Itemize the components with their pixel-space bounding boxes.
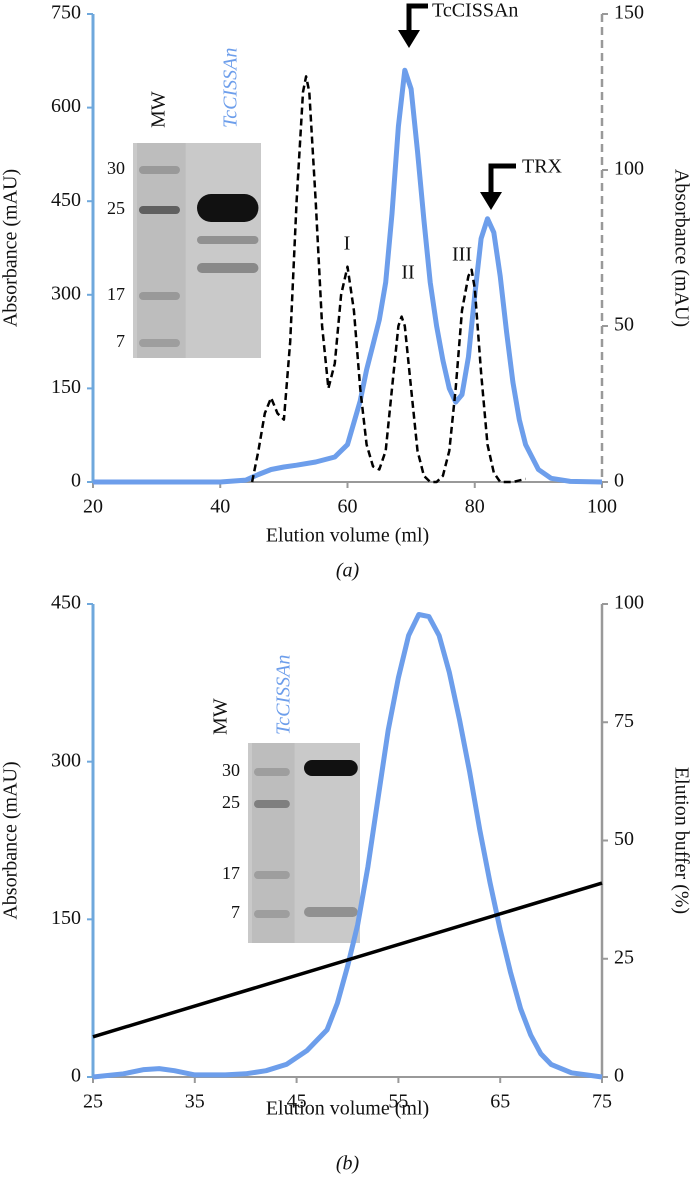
gel-band: [197, 236, 259, 244]
x-tick-label: 55: [388, 1091, 408, 1113]
mw-marker: 30: [222, 760, 240, 780]
line: [92, 881, 603, 1039]
line: [92, 612, 603, 1080]
x-tick-label: 40: [210, 496, 230, 518]
mw-marker: 17: [107, 284, 125, 304]
x-tick-label: 60: [338, 496, 358, 518]
y2-axis-label: Absorbance (mAU): [670, 169, 692, 327]
lane-label: TcCISSAn: [220, 48, 242, 128]
mw-marker: 25: [222, 792, 240, 812]
arrow-head: [480, 192, 502, 210]
y-tick-label: 0: [71, 1065, 81, 1087]
gel-lane: [137, 143, 186, 358]
y2-tick-label: 25: [614, 946, 634, 968]
gel-band: [139, 292, 180, 300]
mw-marker: 7: [231, 902, 240, 922]
annotation: I: [344, 233, 351, 255]
y-tick-label: 450: [51, 189, 81, 211]
gel-band: [139, 206, 180, 214]
x-tick-label: 80: [465, 496, 485, 518]
y2-tick-label: 50: [614, 828, 634, 850]
y2-tick-label: 50: [614, 314, 634, 336]
x-tick-label: 20: [83, 496, 103, 518]
caption: (b): [336, 1153, 360, 1175]
x-axis-label: Elution volume (ml): [266, 1098, 429, 1120]
x-axis-label: Elution volume (ml): [266, 525, 429, 547]
gel-band: [197, 263, 259, 273]
y-tick-label: 450: [51, 592, 81, 614]
y-tick-label: 150: [51, 376, 81, 398]
gel-band: [254, 800, 290, 808]
y2-tick-label: 75: [614, 710, 634, 732]
gel-band: [254, 871, 290, 879]
y-axis-label: Absorbance (mAU): [0, 761, 22, 919]
y-axis-label: Absorbance (mAU): [0, 169, 22, 327]
arrow: [488, 163, 516, 200]
y2-tick-label: 100: [614, 592, 644, 614]
gel-band: [197, 194, 259, 222]
gel-band: [139, 166, 180, 174]
x-tick-label: 65: [490, 1091, 510, 1113]
x-tick-label: 45: [287, 1091, 307, 1113]
y2-tick-label: 100: [614, 158, 644, 180]
annotation: II: [401, 262, 414, 284]
y-tick-label: 300: [51, 749, 81, 771]
gel-band: [254, 910, 290, 918]
arrow: [406, 3, 428, 38]
y-tick-label: 300: [51, 282, 81, 304]
gel-band: [254, 768, 290, 776]
y2-tick-label: 0: [614, 1065, 624, 1087]
x-tick-label: 25: [83, 1091, 103, 1113]
gel-band: [304, 760, 358, 776]
annotation: TcCISSAn: [432, 0, 518, 22]
annotation: TRX: [522, 156, 563, 178]
y-tick-label: 600: [51, 95, 81, 117]
gel-band: [139, 339, 180, 347]
lane-label: MW: [210, 698, 232, 735]
mw-marker: 7: [116, 331, 125, 351]
mw-marker: 17: [222, 863, 240, 883]
dashed-line: [250, 75, 526, 484]
x-tick-label: 100: [587, 496, 617, 518]
y2-tick-label: 0: [614, 470, 624, 492]
caption: (a): [336, 560, 360, 582]
x-tick-label: 35: [185, 1091, 205, 1113]
line: [93, 67, 603, 485]
x-tick-label: 75: [592, 1091, 612, 1113]
arrow-head: [398, 30, 420, 48]
gel-lane: [252, 743, 295, 943]
y-tick-label: 0: [71, 470, 81, 492]
mw-marker: 25: [107, 198, 125, 218]
y2-axis-label: Elution buffer (%): [670, 767, 692, 914]
y2-tick-label: 150: [614, 2, 644, 24]
y-tick-label: 750: [51, 2, 81, 24]
mw-marker: 30: [107, 158, 125, 178]
y-tick-label: 150: [51, 907, 81, 929]
annotation: III: [452, 244, 472, 266]
lane-label: TcCISSAn: [273, 655, 295, 735]
lane-label: MW: [148, 91, 170, 128]
gel-band: [304, 907, 358, 917]
